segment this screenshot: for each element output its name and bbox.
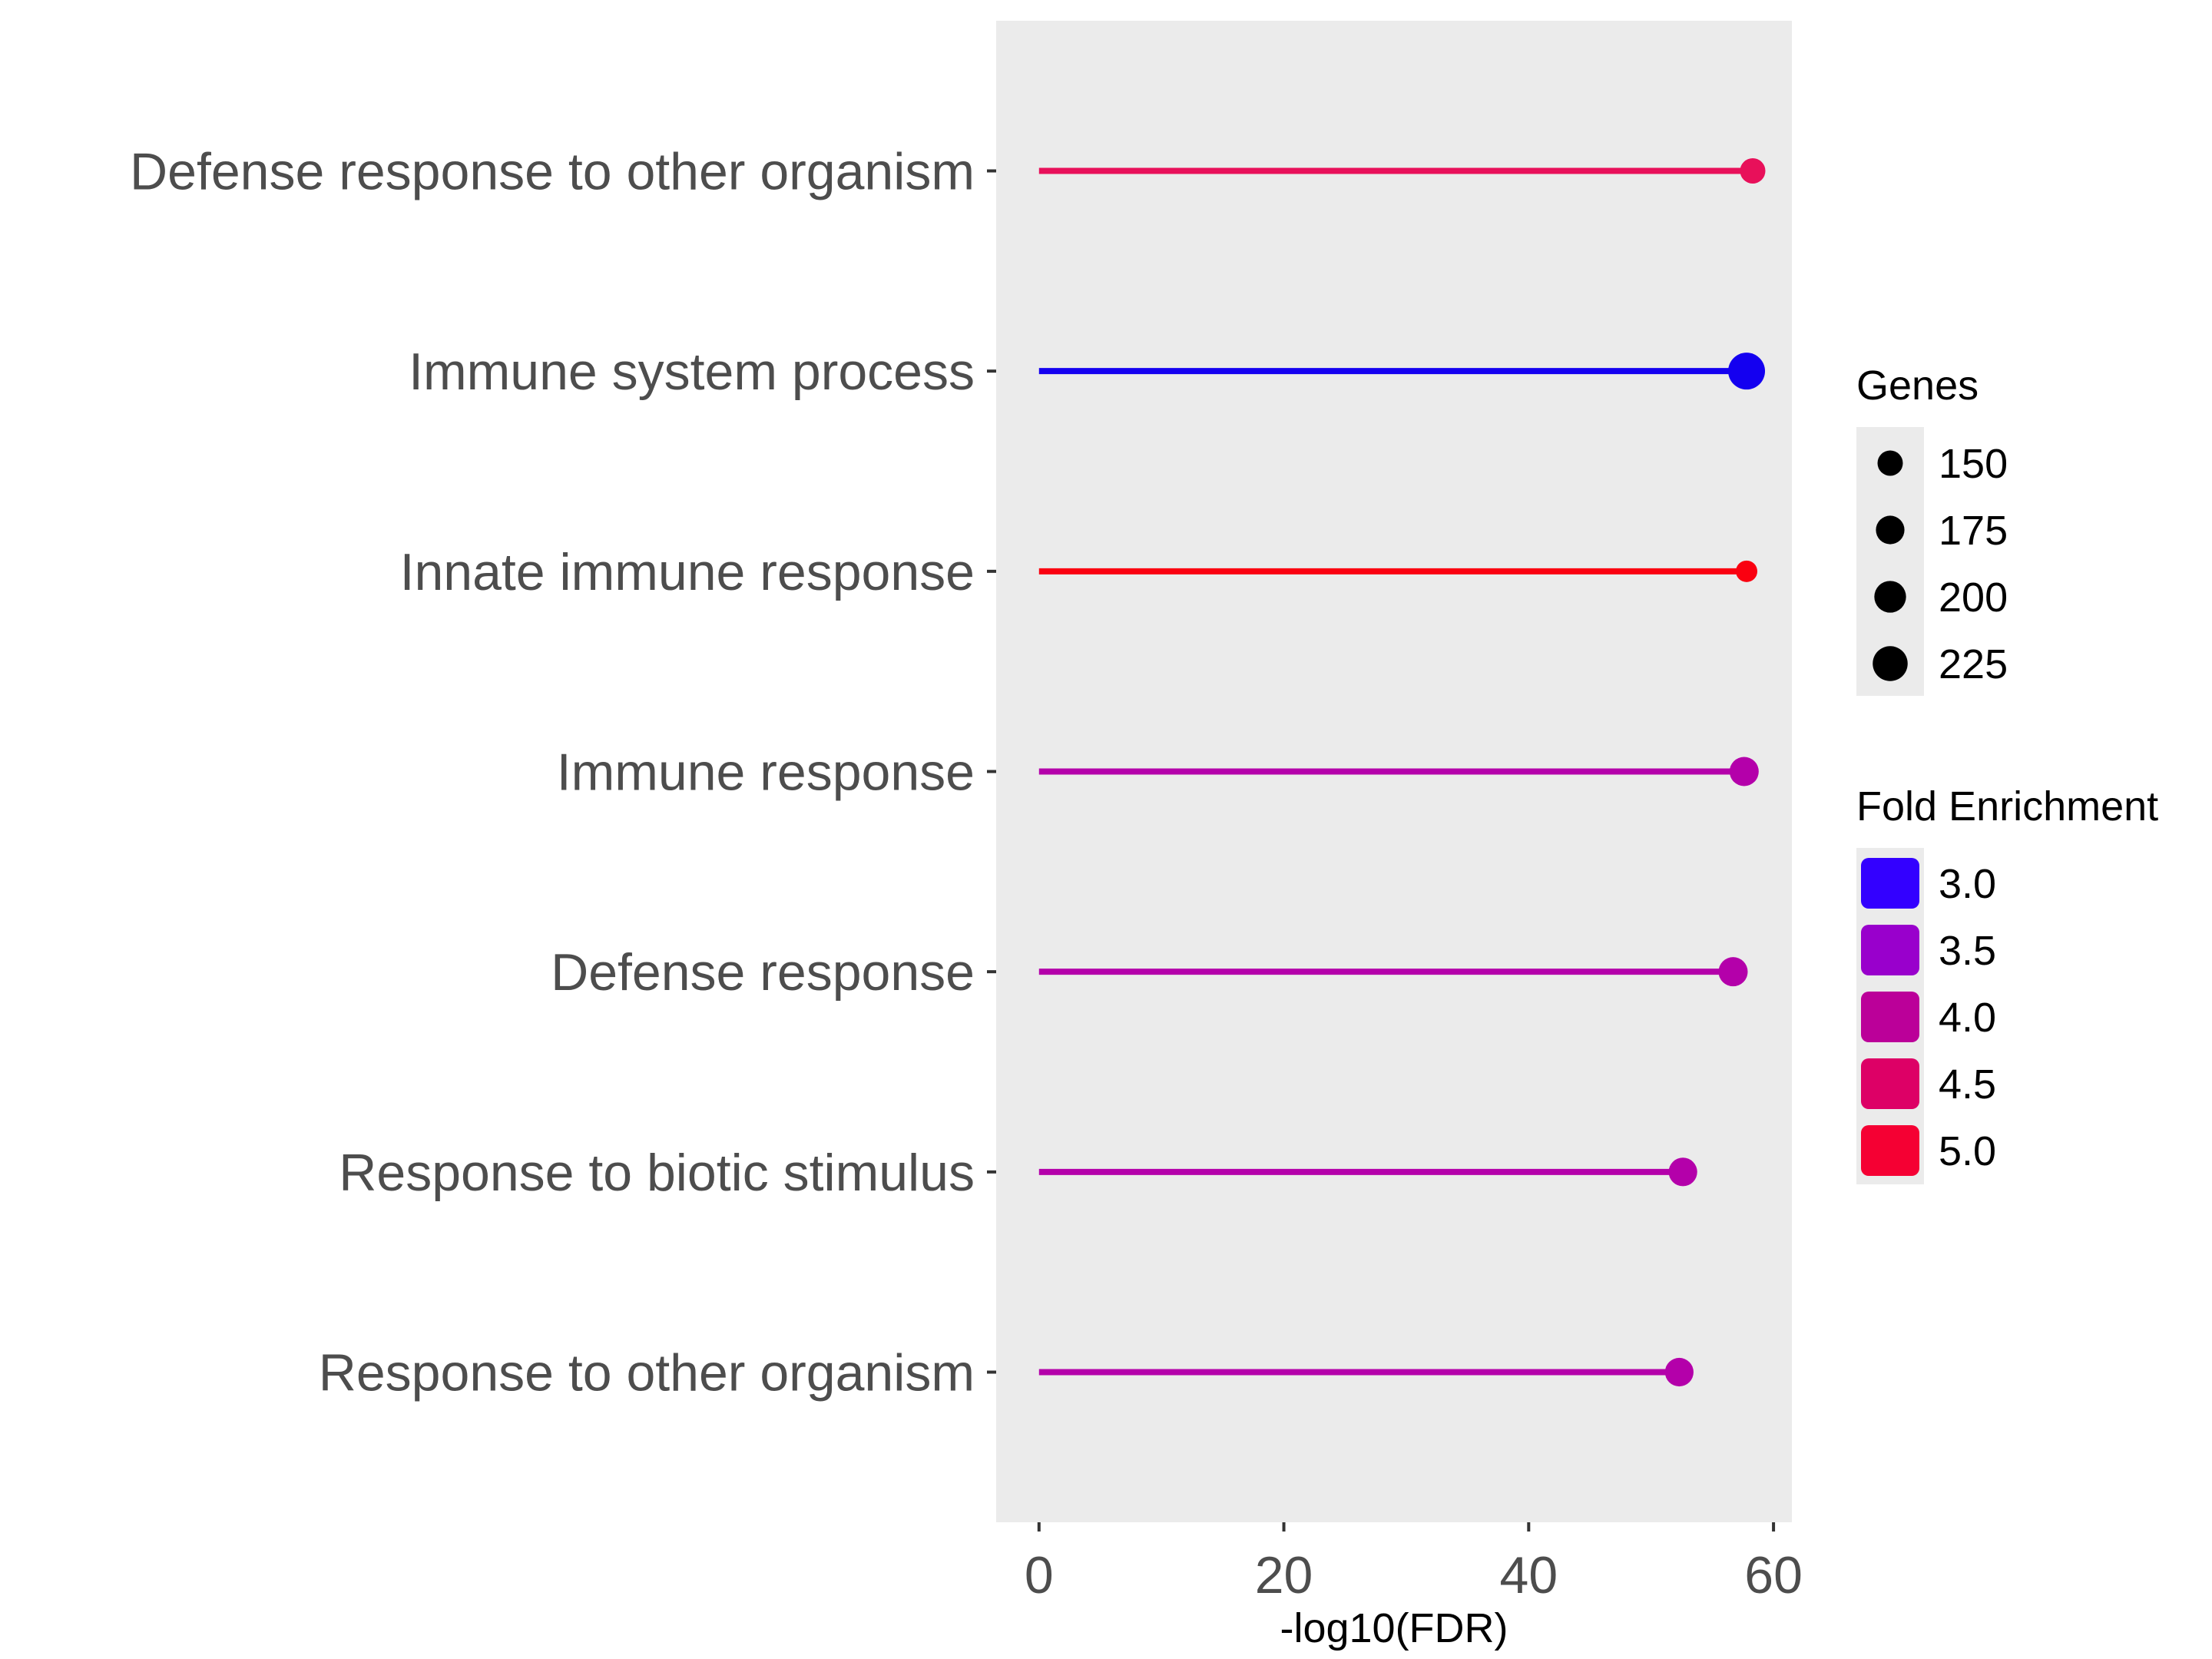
lollipop-point xyxy=(1736,560,1758,582)
x-tick-label: 0 xyxy=(1025,1546,1054,1604)
legend-genes-key xyxy=(1874,581,1906,613)
legend-genes-key xyxy=(1873,646,1908,681)
y-tick-label: Innate immune response xyxy=(400,543,975,601)
y-tick-label: Response to other organism xyxy=(319,1344,975,1402)
x-axis: 0 20 40 60 xyxy=(1025,1522,1803,1604)
legend-fold-enrichment-label: 3.0 xyxy=(1939,861,1996,907)
legend-fold-enrichment-title: Fold Enrichment xyxy=(1856,783,2158,830)
lollipop-point xyxy=(1728,353,1766,390)
y-tick-label: Defense response to other organism xyxy=(130,143,975,201)
y-tick-label: Immune response xyxy=(557,743,975,802)
lollipop-point xyxy=(1740,158,1766,184)
legend-genes-label: 200 xyxy=(1939,575,2008,621)
y-tick-label: Immune system process xyxy=(409,343,975,401)
lollipop-point xyxy=(1668,1157,1697,1187)
legend-fold-enrichment-label: 4.0 xyxy=(1939,995,1996,1041)
legend-genes-label: 175 xyxy=(1939,508,2008,554)
y-axis: Defense response to other organism Immune… xyxy=(130,143,996,1402)
legend-genes-label: 150 xyxy=(1939,441,2008,487)
legend-genes-key xyxy=(1876,515,1905,545)
legend-fold-enrichment-key xyxy=(1861,1058,1919,1109)
lollipop-point xyxy=(1718,957,1748,987)
x-tick-label: 20 xyxy=(1255,1546,1313,1604)
lollipop-point xyxy=(1664,1357,1694,1387)
legend-genes-title: Genes xyxy=(1856,363,1979,409)
legend-fold-enrichment-key xyxy=(1861,925,1919,975)
y-tick-label: Defense response xyxy=(551,943,975,1002)
legend-genes-key xyxy=(1877,450,1903,476)
legend-fold-enrichment-label: 4.5 xyxy=(1939,1061,1996,1108)
x-tick-label: 60 xyxy=(1744,1546,1803,1604)
x-axis-title: -log10(FDR) xyxy=(1280,1605,1508,1651)
legend-genes-label: 225 xyxy=(1939,641,2008,687)
legend-fold-enrichment-key xyxy=(1861,1125,1919,1176)
x-tick-label: 40 xyxy=(1500,1546,1558,1604)
legend-fold-enrichment-key xyxy=(1861,858,1919,909)
legend-fold-enrichment-key xyxy=(1861,992,1919,1042)
lollipop-series xyxy=(1038,158,1766,1387)
lollipop-point xyxy=(1729,757,1759,786)
y-tick-label: Response to biotic stimulus xyxy=(339,1144,975,1202)
legend-fold-enrichment-label: 3.5 xyxy=(1939,928,1996,974)
legend-genes: Genes 150 175 200 225 xyxy=(1856,363,2008,696)
legend-fold-enrichment: Fold Enrichment 3.0 3.5 4.0 4.5 5.0 xyxy=(1856,783,2158,1184)
legend-fold-enrichment-label: 5.0 xyxy=(1939,1128,1996,1174)
